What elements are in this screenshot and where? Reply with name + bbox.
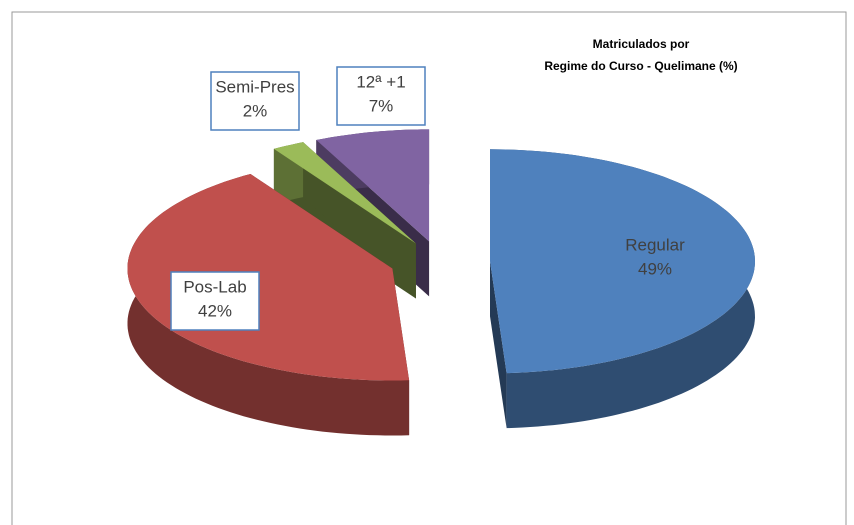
data-label-value: 2% (243, 101, 268, 120)
data-label-name: Semi-Pres (215, 77, 294, 96)
slice-top (490, 149, 755, 374)
chart-title: Regime do Curso - Quelimane (%) (544, 59, 737, 73)
chart-title: Matriculados por (593, 37, 690, 51)
label-box (336, 66, 426, 126)
data-label-value: 7% (369, 96, 394, 115)
data-label-name: Regular (625, 235, 685, 254)
data-label-value: 42% (198, 301, 232, 320)
label-box (210, 71, 300, 131)
slice-top (273, 142, 416, 244)
slice-top (316, 129, 430, 242)
data-label-name: Pos-Lab (183, 277, 246, 296)
data-label-value: 49% (638, 259, 672, 278)
slice-wall (490, 261, 507, 429)
label-box (170, 271, 260, 331)
data-label-name: 12ª +1 (356, 72, 405, 91)
pie-slice (490, 149, 755, 429)
